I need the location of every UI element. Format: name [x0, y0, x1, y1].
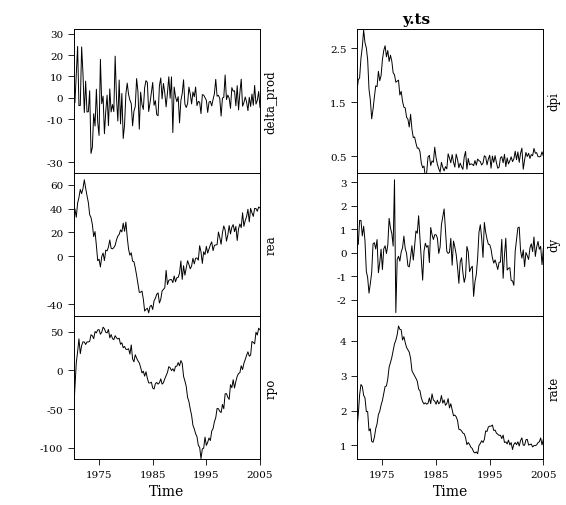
Y-axis label: rea: rea — [264, 235, 277, 255]
Y-axis label: dpi: dpi — [547, 92, 560, 111]
Text: y.ts: y.ts — [402, 13, 430, 27]
X-axis label: Time: Time — [432, 484, 468, 498]
Y-axis label: rate: rate — [547, 376, 560, 400]
Y-axis label: dy: dy — [547, 238, 560, 252]
Y-axis label: delta_prod: delta_prod — [264, 70, 277, 134]
Y-axis label: rpo: rpo — [264, 378, 277, 398]
X-axis label: Time: Time — [149, 484, 185, 498]
